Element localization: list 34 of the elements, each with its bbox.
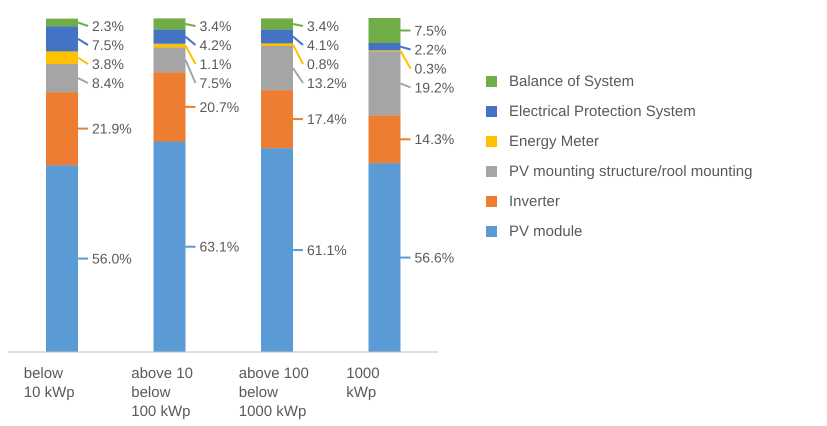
data-label: 3.4% <box>307 18 339 34</box>
data-label: 56.0% <box>92 250 132 266</box>
x-tick-label: above 10 below 100 kWp <box>131 365 193 420</box>
data-label: 61.1% <box>307 242 347 258</box>
data-label: 2.3% <box>92 18 124 34</box>
data-label: 7.5% <box>200 74 232 91</box>
data-label: 13.2% <box>307 74 347 91</box>
data-label: 2.2% <box>414 41 446 58</box>
data-label: 0.8% <box>307 56 339 72</box>
data-label: 56.6% <box>414 249 454 266</box>
data-label: 63.1% <box>200 238 240 255</box>
x-tick-label: below 10 kWp <box>24 365 75 401</box>
x-tick-label: above 100 below 1000 kWp <box>238 365 309 420</box>
legend-label: PV module <box>509 222 582 240</box>
data-label: 17.4% <box>307 111 347 127</box>
data-label: 0.3% <box>414 60 446 76</box>
data-label: 7.5% <box>414 22 446 38</box>
data-label: 20.7% <box>200 98 240 115</box>
data-label: 3.8% <box>92 56 124 72</box>
x-tick-label: 1000 kWp <box>346 365 380 401</box>
data-label: 14.3% <box>414 131 454 148</box>
data-label: 4.2% <box>200 36 232 53</box>
legend-label: Balance of System <box>509 72 634 90</box>
data-label: 4.1% <box>307 36 339 53</box>
legend-label: PV mounting structure/rool mounting <box>509 162 752 180</box>
data-label: 8.4% <box>92 74 124 91</box>
legend-label: Electrical Protection System <box>509 102 696 120</box>
legend-label: Inverter <box>509 192 560 210</box>
data-label: 21.9% <box>92 120 132 137</box>
data-label: 7.5% <box>92 36 124 53</box>
data-label: 1.1% <box>200 56 232 72</box>
data-label: 3.4% <box>200 18 232 34</box>
data-label: 19.2% <box>414 79 454 96</box>
legend-label: Energy Meter <box>509 132 600 150</box>
